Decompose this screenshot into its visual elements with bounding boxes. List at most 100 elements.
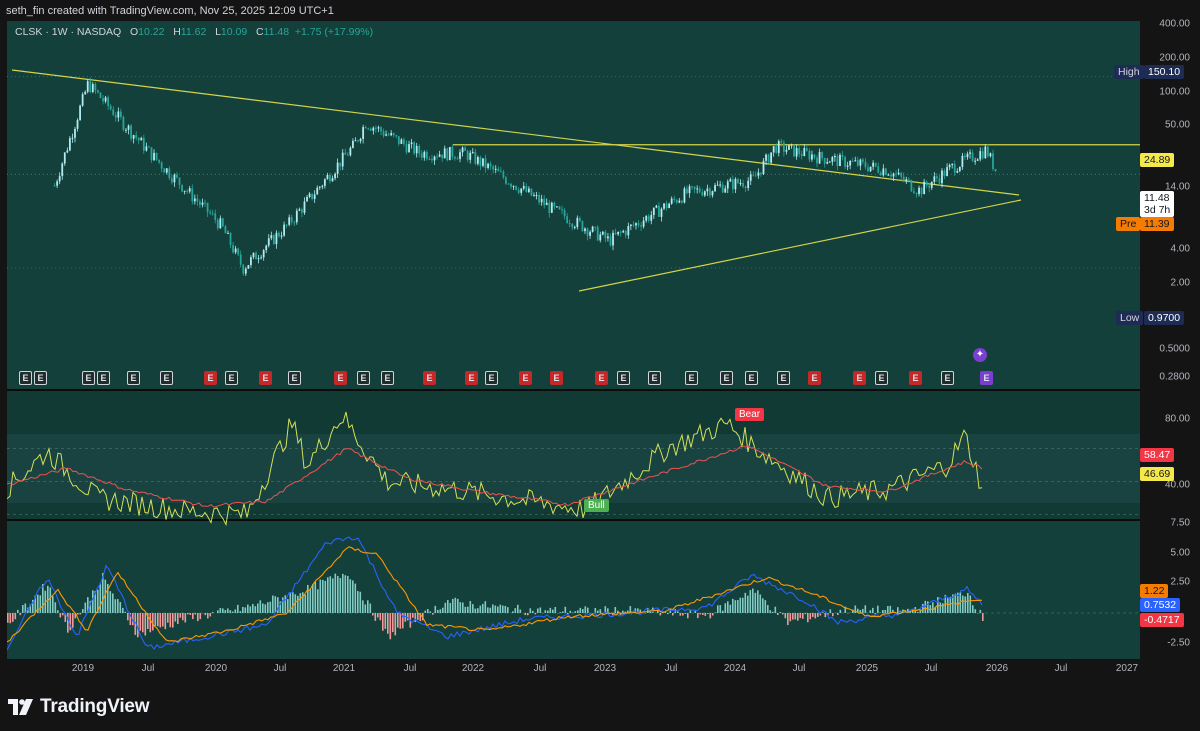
macd-histogram-bar bbox=[457, 598, 459, 613]
macd-histogram-bar bbox=[142, 613, 144, 633]
candle-body bbox=[928, 185, 931, 188]
candle-body bbox=[535, 195, 538, 197]
macd-histogram-bar bbox=[494, 605, 497, 613]
dividend-icon[interactable]: ✦ bbox=[973, 348, 987, 362]
earnings-marker-icon[interactable]: E bbox=[34, 371, 47, 385]
pane-separator[interactable] bbox=[7, 519, 1140, 521]
macd-histogram-bar bbox=[57, 610, 59, 613]
chart-canvas[interactable] bbox=[7, 21, 1140, 659]
macd-histogram-bar bbox=[917, 611, 919, 613]
earnings-marker-icon[interactable]: E bbox=[980, 371, 993, 385]
earnings-marker-icon[interactable]: E bbox=[777, 371, 790, 385]
macd-histogram-bar bbox=[514, 608, 517, 613]
macd-histogram-bar bbox=[257, 603, 259, 613]
earnings-marker-icon[interactable]: E bbox=[685, 371, 698, 385]
earnings-marker-icon[interactable]: E bbox=[357, 371, 370, 385]
time-tick: 2019 bbox=[71, 663, 95, 674]
earnings-marker-icon[interactable]: E bbox=[648, 371, 661, 385]
macd-histogram-bar bbox=[92, 590, 94, 613]
candle-body bbox=[566, 216, 569, 224]
candle-body bbox=[788, 145, 790, 150]
macd-histogram-bar bbox=[102, 572, 104, 613]
macd-histogram-bar bbox=[324, 580, 327, 613]
candle-body bbox=[408, 144, 410, 153]
earnings-marker-icon[interactable]: E bbox=[485, 371, 498, 385]
earnings-marker-icon[interactable]: E bbox=[82, 371, 95, 385]
candle-body bbox=[423, 151, 426, 158]
candle-body bbox=[958, 166, 961, 172]
macd-histogram-bar bbox=[337, 575, 339, 613]
earnings-marker-icon[interactable]: E bbox=[519, 371, 532, 385]
earnings-marker-icon[interactable]: E bbox=[423, 371, 436, 385]
macd-histogram-bar bbox=[824, 613, 827, 618]
earnings-marker-icon[interactable]: E bbox=[288, 371, 301, 385]
candle-body bbox=[499, 171, 502, 173]
candle-body bbox=[627, 226, 630, 236]
candle-body bbox=[173, 174, 176, 183]
macd-histogram-bar bbox=[122, 607, 124, 613]
earnings-marker-icon[interactable]: E bbox=[160, 371, 173, 385]
earnings-marker-icon[interactable]: E bbox=[853, 371, 866, 385]
earnings-marker-icon[interactable]: E bbox=[259, 371, 272, 385]
earnings-marker-icon[interactable]: E bbox=[595, 371, 608, 385]
earnings-marker-icon[interactable]: E bbox=[97, 371, 110, 385]
tradingview-brand[interactable]: TradingView bbox=[40, 696, 150, 717]
candle-body bbox=[772, 146, 775, 153]
signal-line bbox=[7, 546, 983, 643]
price-pane[interactable] bbox=[7, 21, 1140, 389]
macd-histogram-bar bbox=[184, 613, 187, 623]
earnings-marker-icon[interactable]: E bbox=[19, 371, 32, 385]
macd-pane[interactable] bbox=[7, 521, 1140, 659]
earnings-marker-icon[interactable]: E bbox=[334, 371, 347, 385]
candle-body bbox=[956, 171, 959, 173]
macd-histogram-bar bbox=[364, 604, 367, 613]
candle-body bbox=[270, 235, 273, 239]
candle-body bbox=[71, 137, 74, 139]
earnings-marker-icon[interactable]: E bbox=[550, 371, 563, 385]
price-axis[interactable]: 400.00 200.00 100.00 50.00 14.00 4.00 2.… bbox=[1114, 19, 1200, 659]
candle-body bbox=[206, 202, 209, 213]
candle-body bbox=[925, 181, 928, 186]
macd-histogram-bar bbox=[587, 607, 589, 613]
candle-body bbox=[545, 202, 548, 206]
macd-histogram-bar bbox=[147, 613, 149, 630]
earnings-marker-icon[interactable]: E bbox=[808, 371, 821, 385]
earnings-marker-icon[interactable]: E bbox=[875, 371, 888, 385]
candle-body bbox=[397, 136, 400, 144]
candle-body bbox=[224, 226, 227, 234]
earnings-marker-icon[interactable]: E bbox=[617, 371, 630, 385]
macd-histogram-bar bbox=[582, 609, 584, 613]
earnings-marker-icon[interactable]: E bbox=[204, 371, 217, 385]
macd-histogram-bar bbox=[769, 610, 772, 613]
macd-histogram-bar bbox=[224, 610, 227, 613]
candle-body bbox=[989, 153, 992, 157]
earnings-marker-icon[interactable]: E bbox=[465, 371, 478, 385]
earnings-marker-icon[interactable]: E bbox=[225, 371, 238, 385]
macd-histogram-bar bbox=[794, 613, 797, 620]
chart-area[interactable]: CLSK · 1W · NASDAQ O10.22 H11.62 L10.09 … bbox=[7, 21, 1140, 659]
earnings-marker-icon[interactable]: E bbox=[941, 371, 954, 385]
pane-separator[interactable] bbox=[7, 389, 1140, 391]
macd-histogram-bar bbox=[69, 613, 72, 631]
macd-histogram-bar bbox=[657, 609, 659, 613]
time-axis[interactable]: 2019 Jul 2020 Jul 2021 Jul 2022 Jul 2023 Jul 2024 J… bbox=[7, 659, 1140, 681]
earnings-marker-icon[interactable]: E bbox=[745, 371, 758, 385]
macd-histogram-bar bbox=[512, 611, 514, 613]
macd-histogram-bar bbox=[72, 613, 74, 628]
rsi-line bbox=[7, 411, 983, 527]
interval[interactable]: 1W bbox=[51, 26, 68, 38]
candle-body bbox=[436, 156, 438, 158]
candle-body bbox=[816, 157, 818, 164]
candle-body bbox=[568, 223, 571, 225]
earnings-marker-icon[interactable]: E bbox=[127, 371, 140, 385]
macd-histogram-bar bbox=[417, 613, 419, 620]
earnings-marker-icon[interactable]: E bbox=[909, 371, 922, 385]
macd-histogram-bar bbox=[579, 607, 582, 613]
candle-body bbox=[272, 235, 275, 245]
ticker[interactable]: CLSK bbox=[15, 26, 43, 38]
earnings-marker-icon[interactable]: E bbox=[720, 371, 733, 385]
candle-body bbox=[974, 160, 977, 162]
macd-histogram-bar bbox=[384, 613, 387, 629]
candle-body bbox=[591, 226, 594, 232]
earnings-marker-icon[interactable]: E bbox=[381, 371, 394, 385]
